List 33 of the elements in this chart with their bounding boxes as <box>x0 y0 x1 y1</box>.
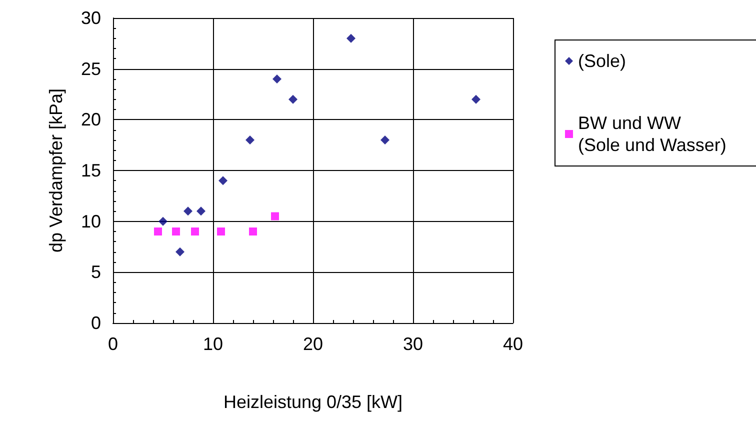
y-axis-title: dp Verdampfer [kPa] <box>46 88 66 253</box>
y-tick-label: 5 <box>90 262 101 282</box>
point <box>380 136 390 144</box>
x-axis-title: Heizleistung 0/35 [kW] <box>223 392 403 412</box>
legend-label: (Sole) <box>578 51 626 71</box>
point <box>218 176 228 186</box>
point <box>172 228 180 236</box>
y-tick-label: 30 <box>80 8 101 28</box>
point <box>158 216 168 226</box>
point <box>249 228 257 236</box>
point <box>191 228 199 236</box>
point <box>217 228 225 236</box>
y-tick-label: 10 <box>80 211 101 232</box>
x-tick-label: 10 <box>202 334 224 354</box>
point <box>472 94 480 104</box>
y-tick-label: 25 <box>80 58 101 79</box>
x-tick-label: 0 <box>108 334 118 354</box>
y-tick-label: 20 <box>80 110 101 130</box>
point <box>346 34 356 43</box>
point <box>271 212 279 220</box>
point <box>272 74 282 84</box>
point <box>176 247 184 256</box>
y-tick-label: 15 <box>80 160 101 180</box>
y-tick-label: 0 <box>90 313 101 333</box>
point <box>154 228 162 236</box>
point <box>246 136 254 144</box>
x-tick-label: 20 <box>302 334 324 354</box>
point <box>184 206 192 216</box>
x-tick-label: 40 <box>502 334 524 354</box>
legend-label: BW und WW (Sole und Wasser) <box>578 113 726 155</box>
point <box>288 94 298 104</box>
point <box>196 206 206 216</box>
x-tick-label: 30 <box>402 334 424 354</box>
